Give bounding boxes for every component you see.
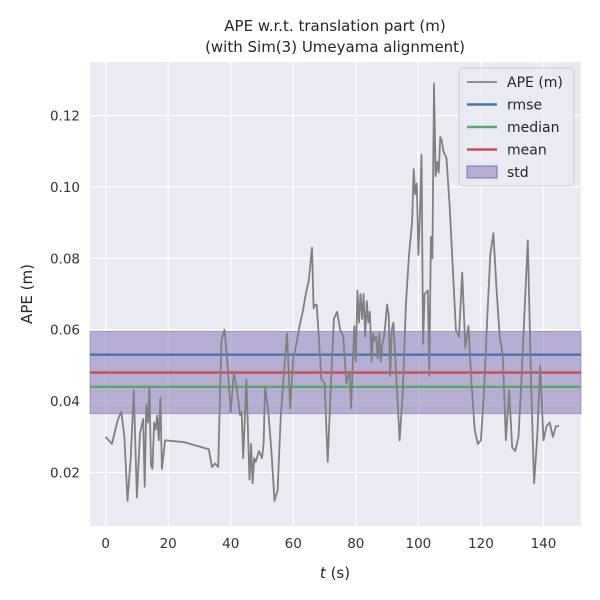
legend-label-std: std — [507, 165, 529, 181]
legend-label-mean: mean — [507, 143, 547, 159]
x-tick-label: 100 — [405, 536, 431, 552]
legend-swatch-std — [466, 165, 498, 179]
legend-label-median: median — [507, 120, 559, 136]
x-tick-label: 20 — [160, 536, 177, 552]
y-tick-labels: 0.02 0.04 0.06 0.08 0.10 0.12 — [50, 109, 80, 482]
y-tick-label: 0.02 — [50, 465, 80, 481]
x-tick-label: 60 — [285, 536, 302, 552]
y-tick-label: 0.04 — [50, 394, 80, 410]
x-tick-label: 40 — [222, 536, 239, 552]
x-tick-label: 120 — [468, 536, 494, 552]
x-tick-labels: 0 20 40 60 80 100 120 140 — [101, 536, 556, 552]
x-tick-label: 0 — [101, 536, 110, 552]
chart-title-line2: (with Sim(3) Umeyama alignment) — [205, 38, 465, 56]
chart-title-line1: APE w.r.t. translation part (m) — [224, 17, 445, 35]
x-tick-label: 140 — [531, 536, 557, 552]
legend: APE (m) rmse median mean std — [458, 67, 575, 187]
y-tick-label: 0.10 — [50, 180, 80, 196]
ape-series-line — [104, 82, 560, 502]
y-tick-label: 0.08 — [50, 251, 80, 267]
x-tick-label: 80 — [347, 536, 364, 552]
legend-label-rmse: rmse — [507, 98, 542, 114]
y-tick-label: 0.06 — [50, 323, 80, 339]
legend-box — [458, 67, 575, 187]
x-axis-label: t (s) — [320, 564, 350, 582]
y-axis-label: APE (m) — [18, 264, 36, 324]
y-tick-label: 0.12 — [50, 109, 80, 125]
x-axis-label-var: t — [320, 564, 327, 582]
legend-label-ape: APE (m) — [507, 75, 563, 91]
x-axis-label-unit: (s) — [326, 564, 350, 582]
